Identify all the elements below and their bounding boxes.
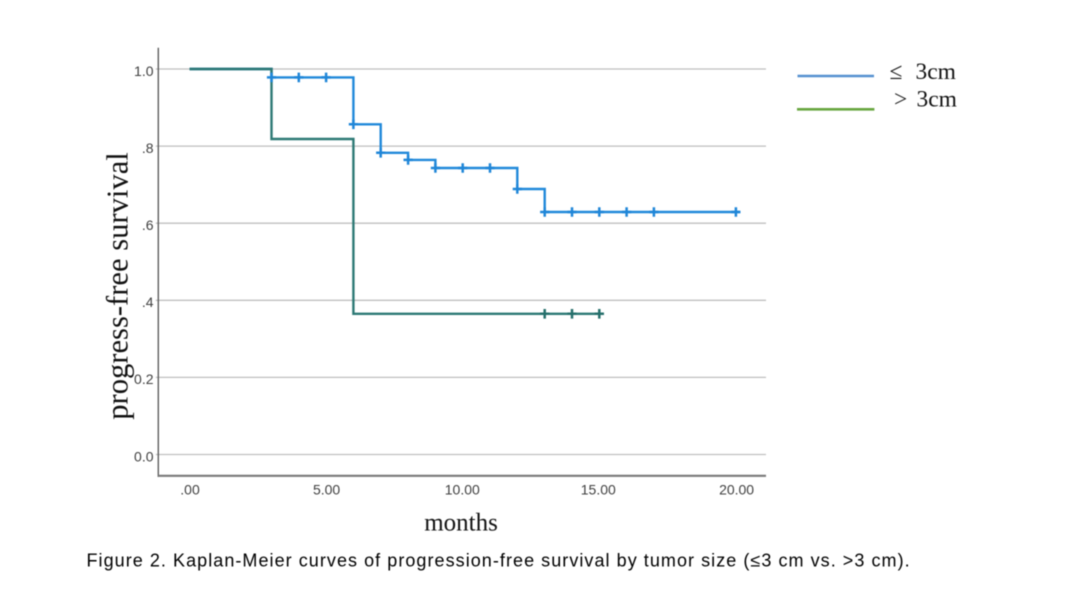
svg-text:20.00: 20.00: [719, 482, 754, 498]
svg-text:5.00: 5.00: [313, 482, 340, 498]
svg-text:3cm: 3cm: [916, 59, 956, 85]
svg-text:>: >: [894, 87, 907, 113]
svg-text:15.00: 15.00: [581, 482, 616, 498]
svg-text:.00: .00: [180, 482, 200, 498]
svg-text:.8: .8: [142, 140, 154, 156]
svg-text:0.2: 0.2: [134, 371, 154, 387]
svg-text:Figure 2. Kaplan-Meier curves: Figure 2. Kaplan-Meier curves of progres…: [87, 551, 911, 571]
svg-text:.4: .4: [142, 294, 154, 310]
svg-text:months: months: [424, 510, 498, 537]
svg-text:0.0: 0.0: [134, 448, 154, 464]
svg-text:3cm: 3cm: [917, 87, 957, 113]
svg-text:1.0: 1.0: [134, 63, 154, 79]
svg-text:progress-free survival: progress-free survival: [101, 152, 135, 420]
svg-text:≤: ≤: [890, 59, 903, 85]
svg-text:10.00: 10.00: [445, 482, 480, 498]
svg-text:.6: .6: [142, 217, 154, 233]
